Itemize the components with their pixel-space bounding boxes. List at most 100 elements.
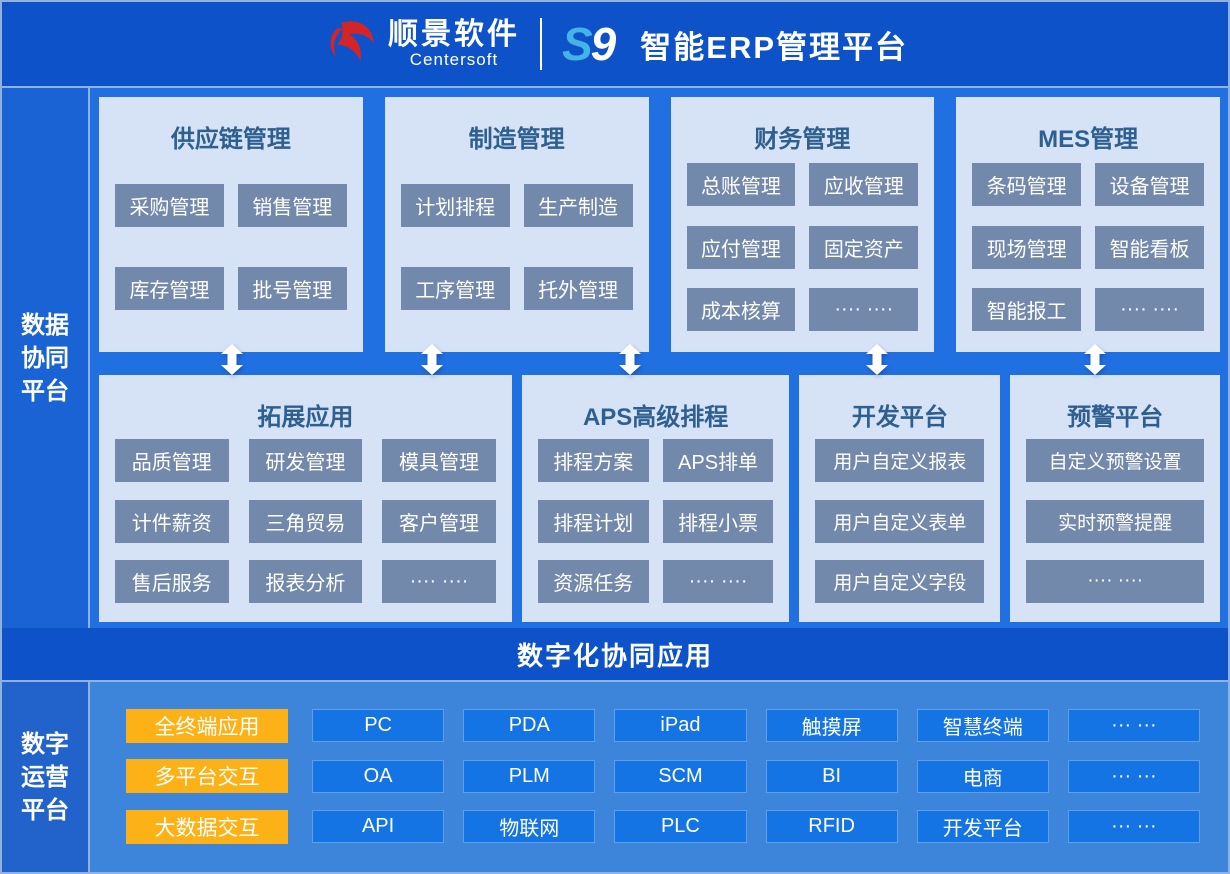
- module-chip-more: ···· ····: [1026, 559, 1204, 603]
- bottom-item: iPad: [614, 709, 747, 742]
- digital-operation-band: 数字 运营 平台 全终端应用 PC PDA iPad 触摸屏 智慧终端 ··· …: [2, 682, 1228, 872]
- chip-grid: 排程方案 APS排单 排程计划 排程小票 资源任务 ···· ····: [537, 436, 774, 606]
- module-chip: 用户自定义报表: [815, 439, 985, 483]
- bottom-item: RFID: [765, 810, 898, 843]
- chip-grid: 采购管理 销售管理 库存管理 批号管理: [115, 158, 347, 336]
- bottom-item: 触摸屏: [765, 709, 898, 742]
- double-arrow-icon: [421, 344, 443, 375]
- panel-title: 预警平台: [1067, 404, 1164, 431]
- chip-grid: 用户自定义报表 用户自定义表单 用户自定义字段: [815, 436, 985, 606]
- module-chip: 自定义预警设置: [1026, 439, 1204, 483]
- module-chip: 模具管理: [382, 439, 496, 483]
- double-arrow-icon: [1084, 344, 1106, 375]
- bottom-item: 智慧终端: [916, 709, 1049, 742]
- panel-dev-platform: 开发平台 用户自定义报表 用户自定义表单 用户自定义字段: [799, 375, 1001, 622]
- panel-alert-platform: 预警平台 自定义预警设置 实时预警提醒 ···· ····: [1010, 375, 1220, 622]
- panel-supply-chain: 供应链管理 采购管理 销售管理 库存管理 批号管理: [99, 97, 363, 352]
- terminal-row-all-terminal: 全终端应用 PC PDA iPad 触摸屏 智慧终端 ··· ···: [126, 708, 1201, 743]
- bottom-item: API: [312, 810, 445, 843]
- module-chip: 实时预警提醒: [1026, 499, 1204, 543]
- module-chip: 条码管理: [972, 163, 1082, 207]
- terminal-row-multi-platform: 多平台交互 OA PLM SCM BI 电商 ··· ···: [126, 759, 1201, 793]
- panel-title: 财务管理: [754, 126, 851, 153]
- bottom-item: SCM: [614, 759, 747, 793]
- bottom-item-more: ··· ···: [1067, 810, 1201, 843]
- panel-title: 拓展应用: [257, 404, 354, 431]
- bottom-item: 开发平台: [916, 810, 1049, 843]
- sidebar-digital-operation-platform: 数字 运营 平台: [2, 682, 90, 872]
- terminal-rows: 全终端应用 PC PDA iPad 触摸屏 智慧终端 ··· ··· 多平台交互…: [90, 682, 1228, 872]
- sidebar-line: 平台: [21, 796, 69, 824]
- module-chip: 研发管理: [248, 439, 363, 483]
- module-chip: 报表分析: [248, 559, 363, 603]
- chip-grid: 计划排程 生产制造 工序管理 托外管理: [400, 158, 633, 336]
- module-chip: 应收管理: [809, 163, 919, 207]
- bottom-item: PLM: [463, 759, 596, 793]
- digital-collaboration-bar: 数字化协同应用: [2, 628, 1228, 682]
- module-chip: 应付管理: [686, 225, 796, 269]
- module-chip: 现场管理: [972, 225, 1082, 269]
- module-chip: 排程小票: [662, 499, 774, 543]
- brand-name-en: Centersoft: [409, 50, 499, 70]
- module-chip-more: ···· ····: [1095, 287, 1204, 331]
- bottom-item-more: ··· ···: [1067, 709, 1201, 742]
- module-chip: 资源任务: [537, 559, 649, 603]
- brand-text: 顺景软件 Centersoft: [388, 18, 520, 70]
- module-chip: 销售管理: [237, 184, 347, 227]
- module-chip: 成本核算: [686, 287, 796, 331]
- header-divider: [539, 18, 542, 70]
- bottom-item: OA: [312, 759, 445, 793]
- module-chip-more: ···· ····: [809, 287, 919, 331]
- sidebar-line: 数据: [21, 311, 69, 339]
- panel-finance: 财务管理 总账管理 应收管理 应付管理 固定资产 成本核算 ···· ····: [670, 97, 935, 352]
- chip-grid: 总账管理 应收管理 应付管理 固定资产 成本核算 ···· ····: [686, 158, 919, 336]
- bottom-item: PC: [312, 709, 445, 742]
- module-chip: 计划排程: [400, 184, 510, 227]
- chip-grid: 品质管理 研发管理 模具管理 计件薪资 三角贸易 客户管理 售后服务 报表分析 …: [115, 436, 496, 606]
- panel-row-2: 拓展应用 品质管理 研发管理 模具管理 计件薪资 三角贸易 客户管理 售后服务 …: [99, 375, 1220, 622]
- row-tag-big-data: 大数据交互: [126, 809, 288, 844]
- brand-name-cn: 顺景软件: [387, 18, 520, 52]
- chip-grid: 条码管理 设备管理 现场管理 智能看板 智能报工 ···· ····: [972, 158, 1204, 336]
- s9-logo: S9: [562, 17, 620, 71]
- module-chip: APS排单: [662, 439, 774, 483]
- chip-grid: 自定义预警设置 实时预警提醒 ···· ····: [1026, 436, 1204, 606]
- bottom-item: BI: [765, 759, 898, 793]
- terminal-row-big-data: 大数据交互 API 物联网 PLC RFID 开发平台 ··· ···: [126, 809, 1201, 844]
- s9-logo-9: 9: [590, 18, 617, 70]
- header: 顺景软件 Centersoft S9 智能ERP管理平台: [2, 2, 1228, 88]
- sidebar-line: 平台: [21, 377, 69, 405]
- bottom-item: PLC: [614, 810, 747, 843]
- double-arrow-icon: [221, 344, 243, 375]
- data-collaboration-band: 数据 协同 平台 供应链管理 采购管理 销售管理 库存管理 批号管理 制造管理: [2, 88, 1228, 628]
- panel-title: APS高级排程: [582, 404, 729, 431]
- row-tag-all-terminal: 全终端应用: [126, 708, 288, 743]
- module-chip: 排程计划: [537, 499, 649, 543]
- module-chip: 采购管理: [115, 184, 224, 227]
- sidebar-line: 数字: [21, 730, 69, 758]
- module-chip: 售后服务: [115, 559, 229, 603]
- bottom-item-more: ··· ···: [1067, 759, 1201, 793]
- sidebar-data-collaboration-platform: 数据 协同 平台: [2, 88, 90, 628]
- module-chip: 三角贸易: [248, 499, 363, 543]
- module-chip: 用户自定义表单: [815, 499, 985, 543]
- double-arrow-icon: [866, 344, 888, 375]
- module-chip-more: ···· ····: [382, 559, 496, 603]
- module-chip: 排程方案: [537, 439, 649, 483]
- module-chip-more: ···· ····: [662, 559, 774, 603]
- bottom-item: 电商: [916, 759, 1049, 793]
- centersoft-logo-icon: [322, 14, 378, 75]
- page-title: 智能ERP管理平台: [640, 29, 909, 65]
- panel-extended-apps: 拓展应用 品质管理 研发管理 模具管理 计件薪资 三角贸易 客户管理 售后服务 …: [99, 375, 512, 622]
- sidebar-line: 运营: [21, 763, 69, 791]
- module-chip: 客户管理: [382, 499, 496, 543]
- bottom-item: 物联网: [463, 810, 596, 843]
- module-chip: 总账管理: [686, 163, 796, 207]
- panel-title: 供应链管理: [170, 126, 291, 153]
- panel-row-1: 供应链管理 采购管理 销售管理 库存管理 批号管理 制造管理 计划排程 生产制造…: [99, 97, 1220, 352]
- module-chip: 批号管理: [237, 267, 347, 310]
- sidebar-line: 协同: [21, 344, 69, 372]
- module-chip: 用户自定义字段: [815, 559, 985, 603]
- panel-manufacturing: 制造管理 计划排程 生产制造 工序管理 托外管理: [384, 97, 649, 352]
- panel-title: MES管理: [1038, 126, 1139, 153]
